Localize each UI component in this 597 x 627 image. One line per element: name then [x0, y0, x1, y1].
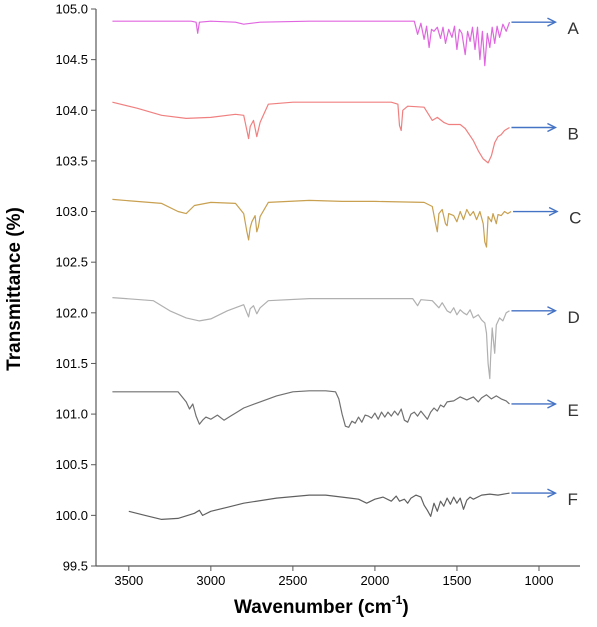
y-tick-label: 102.5	[55, 255, 88, 270]
series-label-f: F	[567, 490, 577, 509]
x-axis-title: Wavenumber (cm-1)	[234, 593, 409, 618]
y-tick-label: 103.5	[55, 153, 88, 168]
y-tick-label: 104.5	[55, 52, 88, 67]
series-label-e: E	[567, 401, 578, 420]
x-tick-label: 2000	[360, 573, 389, 588]
y-tick-label: 101.5	[55, 356, 88, 371]
y-tick-label: 99.5	[63, 559, 88, 574]
series-arrowhead-c	[548, 206, 559, 217]
series-line-f	[128, 492, 510, 520]
series-line-d	[112, 297, 510, 380]
series-arrowhead-a	[547, 17, 558, 27]
x-tick-label: 2500	[278, 573, 307, 588]
x-axis-title-superscript: -1	[392, 593, 403, 607]
series-arrowhead-e	[547, 399, 558, 409]
ticks-layer: 99.5 100.0 100.5 101.0 101.5 102.0 102.5 103.0 1…	[55, 2, 553, 589]
x-axis-title-text: Wavenumber (cm	[234, 597, 392, 618]
y-axis-title: Transmittance (%)	[4, 207, 25, 371]
series-label-a: A	[567, 19, 579, 38]
x-tick-label: 1000	[525, 573, 554, 588]
x-tick-label: 1500	[442, 573, 471, 588]
y-tick-label: 100.0	[55, 508, 88, 523]
series-label-d: D	[567, 308, 579, 327]
y-tick-label: 103.0	[55, 204, 88, 219]
x-tick-label: 3000	[196, 573, 225, 588]
x-tick-label: 3500	[114, 573, 143, 588]
series-line-b	[112, 101, 510, 164]
series-layer	[112, 20, 512, 520]
y-tick-label: 101.0	[55, 407, 88, 422]
y-tick-label: 105.0	[55, 2, 88, 17]
series-line-e	[112, 390, 510, 428]
y-tick-label: 104.0	[55, 103, 88, 118]
x-axis-title-suffix: )	[402, 597, 408, 618]
series-arrowhead-b	[547, 122, 558, 133]
axes-layer	[95, 9, 580, 567]
series-arrowhead-d	[547, 306, 558, 316]
series-line-c	[112, 198, 512, 248]
series-label-b: B	[567, 124, 578, 143]
y-tick-label: 102.0	[55, 305, 88, 320]
y-tick-label: 100.5	[55, 457, 88, 472]
labels-layer: A B C D E F	[511, 17, 581, 509]
series-line-a	[112, 20, 511, 67]
series-arrowhead-f	[547, 488, 558, 498]
series-label-c: C	[569, 209, 581, 228]
